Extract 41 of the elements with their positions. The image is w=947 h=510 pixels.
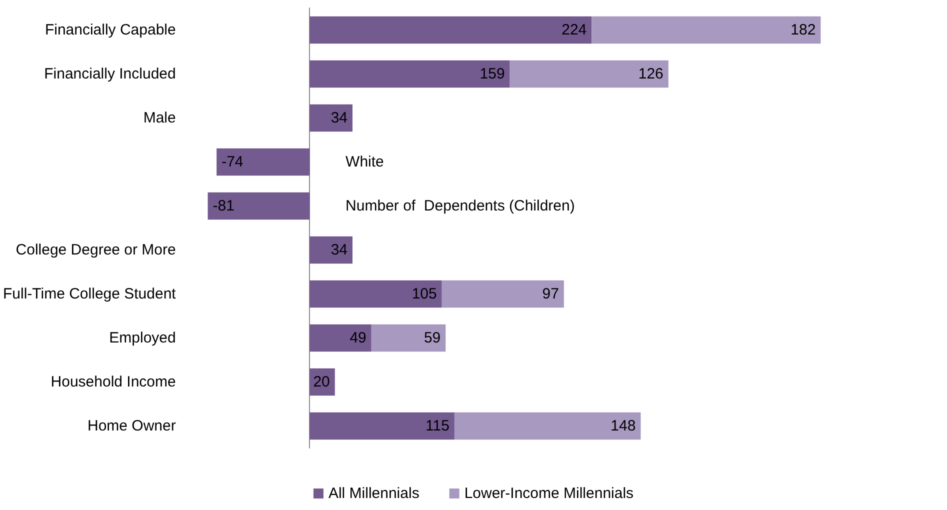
data-label: 115 [426, 418, 450, 434]
bar [310, 236, 352, 264]
data-label: 97 [542, 286, 559, 302]
data-label: 20 [313, 374, 330, 390]
y-tick-label: Full-Time College Student [2, 286, 177, 302]
data-label: 105 [412, 286, 437, 302]
bar [371, 324, 446, 352]
y-tick-label: Household Income [50, 374, 176, 390]
data-label: 159 [480, 66, 505, 82]
data-label: 34 [330, 110, 348, 126]
bar [310, 60, 510, 88]
bar [310, 324, 372, 352]
y-tick-label: College Degree or More [16, 242, 176, 258]
y-tick-label: Male [143, 110, 176, 126]
legend-label: All Millennials [328, 485, 420, 502]
data-label: 126 [638, 66, 664, 82]
data-label: 34 [330, 242, 348, 258]
bar [310, 280, 442, 308]
bar [510, 60, 668, 88]
bar [592, 16, 821, 44]
data-label: 59 [424, 330, 441, 346]
y-tick-label: Home Owner [87, 418, 176, 434]
y-tick-label: White [346, 154, 384, 170]
data-label: 49 [350, 330, 366, 346]
data-label: 182 [790, 22, 816, 38]
y-tick-label: Financially Capable [44, 22, 176, 38]
bar [310, 412, 454, 440]
y-tick-label: Financially Included [44, 66, 176, 82]
data-label: -74 [222, 154, 244, 170]
bar [454, 412, 641, 440]
data-label: 224 [562, 22, 587, 38]
bar [442, 280, 564, 308]
bar [310, 104, 352, 132]
data-label: 148 [610, 418, 636, 434]
bar [310, 16, 592, 44]
y-tick-label: Employed [109, 330, 176, 346]
bar [216, 148, 310, 176]
y-tick-label: Number of Dependents (Children) [346, 198, 575, 214]
bar [208, 192, 310, 220]
data-label: -81 [212, 198, 234, 214]
legend-label: Lower-Income Millennials [464, 485, 634, 502]
